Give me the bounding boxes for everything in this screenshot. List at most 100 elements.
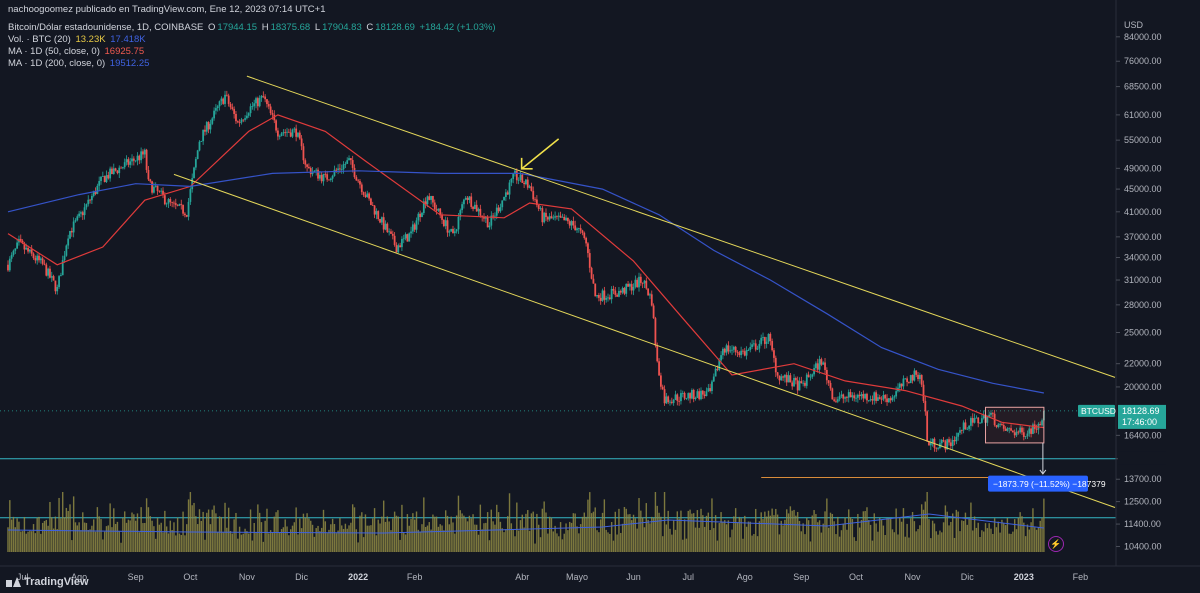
candle-body [762,337,764,338]
candle-body [565,217,567,221]
candle-body [171,202,174,203]
candle-body [349,158,352,161]
measure-arrow-head [1039,469,1047,475]
volume-bar [346,528,348,552]
volume-bar [634,518,637,552]
volume-bar [886,518,888,552]
candle-body [408,233,411,242]
volume-bar [395,515,398,552]
volume-bar [136,513,139,552]
candle-body [515,170,518,181]
volume-bar [326,533,328,552]
volume-bar [1030,522,1032,552]
volume-bar [452,522,454,552]
volume-bar [74,522,77,552]
volume-bar [160,522,162,552]
candle-body [842,394,845,399]
volume-bar [96,507,99,552]
volume-bar [63,517,66,552]
volume-bar [809,541,812,552]
volume-bar [1003,523,1005,552]
price-tick-label: 41000.00 [1124,207,1162,217]
lightning-icon[interactable]: ⚡ [1048,536,1064,552]
candle-body [913,370,916,381]
candle-body [816,363,819,370]
price-tick-label: 49000.00 [1124,163,1162,173]
candle-body [836,399,839,402]
candle-body [368,193,370,199]
volume-bar [722,521,724,552]
tradingview-logo[interactable]: TradingView [6,576,89,588]
candle-body [649,294,651,296]
volume-bar [545,512,547,552]
candle-body [147,169,150,180]
volume-bar [988,523,990,552]
volume-bar [935,531,937,552]
time-tick-label: Ago [71,572,87,582]
volume-bar [145,498,148,552]
candle-body [366,193,369,198]
candle-body [977,417,980,424]
candle-body [222,98,225,104]
candle-body [1001,424,1003,425]
volume-bar [1039,520,1041,552]
price-tick-label: 22000.00 [1124,359,1162,369]
candle-body [867,400,870,401]
volume-bar [625,508,627,552]
ma200-legend[interactable]: MA · 1D (200, close, 0) 19512.25 [8,58,150,69]
volume-bar [765,516,768,552]
volume-bar [550,517,553,552]
volume-bar [532,511,534,552]
candle-body [528,186,531,188]
candle-body [929,442,932,446]
volume-legend[interactable]: Vol. · BTC (20) 13.23K 17.418K [8,34,146,45]
candle-body [428,196,431,200]
candle-body [537,205,540,209]
candle-body [426,196,429,205]
candle-body [453,231,456,234]
volume-bar [386,516,389,552]
volume-bar [439,524,441,552]
candle-body [328,179,330,181]
ma50-legend[interactable]: MA · 1D (50, close, 0) 16925.75 [8,46,145,57]
candle-body [856,394,859,398]
volume-bar [218,516,221,552]
candle-body [749,346,752,350]
candle-body [559,215,562,218]
symbol-legend[interactable]: Bitcoin/Dólar estadounidense, 1D, COINBA… [8,22,496,33]
volume-bar [31,531,33,552]
candle-body [94,190,97,194]
volume-bar [134,520,137,552]
volume-bar [14,527,16,552]
volume-bar [45,519,47,552]
candle-body [251,106,254,107]
candle-body [784,374,786,378]
candle-body [247,113,250,116]
candle-body [680,393,682,402]
candle-body [7,264,9,271]
candle-body [734,346,737,352]
candle-body [58,276,60,288]
candle-body [45,264,48,276]
volume-bar [758,521,761,552]
volume-bar [904,536,906,552]
low-value: 17904.83 [322,22,362,33]
volume-bar [472,514,474,552]
candle-body [824,362,826,370]
candle-body [802,382,805,384]
volume-bar [647,519,649,552]
volume-bar [144,522,146,552]
volume-bar [747,521,750,552]
volume-bar [804,534,806,552]
candle-body [448,231,451,233]
volume-bar [51,517,53,552]
candle-body [789,375,792,383]
volume-bar [1041,517,1043,552]
candle-body [849,392,852,398]
candle-body [570,221,573,226]
candle-body [32,253,35,259]
candle-body [844,397,846,399]
candle-body [964,422,967,430]
